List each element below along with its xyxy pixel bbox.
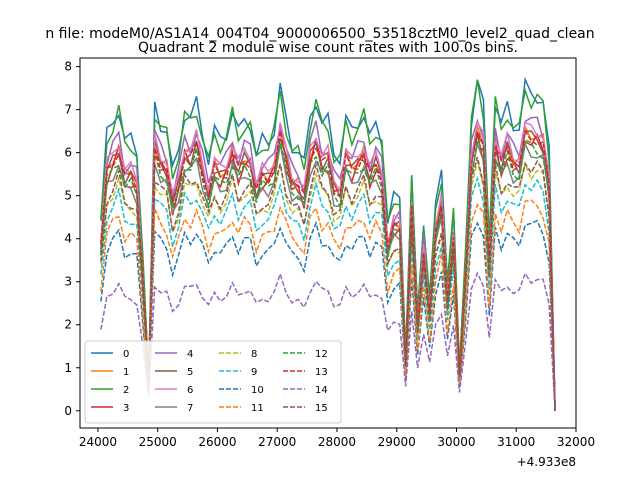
- legend-label-6: 6: [187, 385, 193, 396]
- y-tick-label: 1: [64, 361, 72, 375]
- legend-label-2: 2: [123, 385, 129, 396]
- series-line-0: [100, 76, 556, 411]
- x-tick-label: 30000: [437, 435, 475, 449]
- series-line-13: [100, 128, 556, 411]
- legend-label-15: 15: [315, 403, 328, 414]
- y-tick-label: 2: [64, 318, 72, 332]
- legend-label-12: 12: [315, 349, 328, 360]
- legend-label-7: 7: [187, 403, 193, 414]
- legend-label-9: 9: [251, 367, 257, 378]
- legend-label-3: 3: [123, 403, 129, 414]
- x-tick-label: 27000: [258, 435, 296, 449]
- x-tick-label: 31000: [497, 435, 535, 449]
- series-line-14: [100, 271, 556, 411]
- y-tick-label: 0: [64, 404, 72, 418]
- x-tick-label: 25000: [139, 435, 177, 449]
- x-offset-label: +4.933e8: [517, 455, 576, 469]
- legend-label-10: 10: [251, 385, 264, 396]
- y-axis: 0 1 2 3 4 5 6 7 8: [64, 60, 80, 418]
- chart-title: Quadrant 2 module wise count rates with …: [138, 40, 518, 56]
- series-line-6: [100, 120, 556, 411]
- x-tick-label: 26000: [198, 435, 236, 449]
- y-tick-label: 7: [64, 103, 72, 117]
- series-layer: [100, 76, 556, 411]
- x-tick-label: 24000: [79, 435, 117, 449]
- legend-box: [84, 340, 342, 424]
- series-line-2: [100, 80, 556, 411]
- x-axis: 24000 25000 26000 27000 28000 29000 30000 31000…: [79, 428, 595, 449]
- y-tick-label: 5: [64, 189, 72, 203]
- y-tick-label: 4: [64, 232, 72, 246]
- series-line-7: [100, 141, 556, 411]
- series-line-15: [100, 156, 556, 411]
- legend-label-1: 1: [123, 367, 129, 378]
- plot-frame: [79, 57, 577, 429]
- legend-label-11: 11: [251, 403, 264, 414]
- legend-label-14: 14: [315, 385, 328, 396]
- chart-suptitle: n file: modeM0/AS1A14_004T04_9000006500_…: [45, 26, 594, 42]
- legend-label-0: 0: [123, 349, 129, 360]
- y-tick-label: 3: [64, 275, 72, 289]
- y-tick-label: 6: [64, 146, 72, 160]
- x-tick-label: 29000: [378, 435, 416, 449]
- legend-label-8: 8: [251, 349, 257, 360]
- legend-label-5: 5: [187, 367, 193, 378]
- series-line-10: [100, 219, 556, 411]
- series-line-12: [100, 138, 556, 411]
- series-line-11: [100, 199, 556, 411]
- y-tick-label: 8: [64, 60, 72, 74]
- legend-label-13: 13: [315, 367, 328, 378]
- x-tick-label: 28000: [318, 435, 356, 449]
- x-tick-label: 32000: [557, 435, 595, 449]
- series-line-9: [100, 175, 556, 411]
- legend-label-4: 4: [187, 349, 193, 360]
